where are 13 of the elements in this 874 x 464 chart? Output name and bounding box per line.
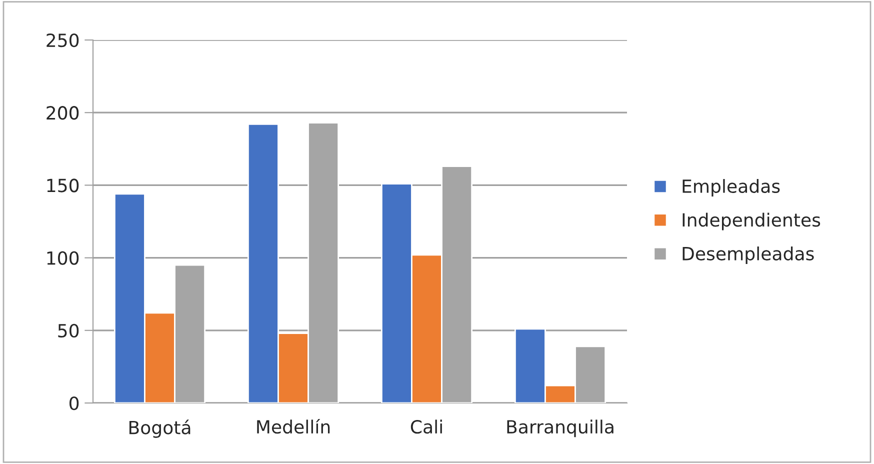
legend-label: Empleadas bbox=[682, 179, 780, 197]
y-tick-label: 100 bbox=[47, 251, 79, 265]
y-tick-label: 50 bbox=[58, 324, 79, 338]
y-tick-label: 250 bbox=[46, 33, 79, 48]
y-tick-label: 200 bbox=[46, 106, 79, 120]
legend-label: Desempleadas bbox=[682, 246, 814, 264]
x-tick-label: Cali bbox=[410, 420, 442, 434]
y-tick-label: 0 bbox=[70, 396, 79, 410]
x-tick-label: Medellín bbox=[257, 418, 330, 434]
y-tick-label: 150 bbox=[47, 178, 79, 192]
legend-label: Independientes bbox=[682, 212, 820, 230]
x-tick-label: Bogotá bbox=[129, 420, 190, 438]
x-tick-label: Barranquilla bbox=[507, 420, 614, 438]
